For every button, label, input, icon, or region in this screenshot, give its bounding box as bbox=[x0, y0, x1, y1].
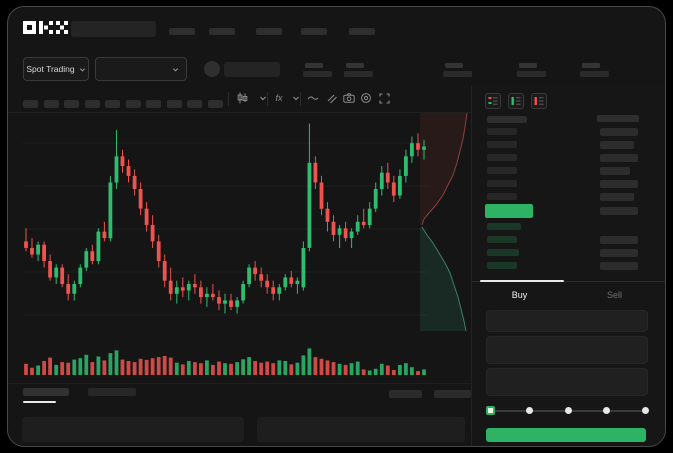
open-orders-panel-placeholder bbox=[22, 417, 244, 442]
bottom-action-placeholder[interactable] bbox=[389, 390, 422, 398]
ask-price-placeholder[interactable] bbox=[487, 141, 517, 148]
chevron-down-icon bbox=[172, 67, 179, 72]
slider-stop[interactable] bbox=[564, 407, 572, 414]
bid-price-placeholder[interactable] bbox=[487, 249, 519, 256]
last-price-highlight bbox=[485, 204, 533, 218]
divider bbox=[8, 383, 471, 384]
book-col-header-placeholder bbox=[597, 115, 639, 122]
candle-style-icon[interactable] bbox=[234, 90, 250, 106]
book-col-header-placeholder bbox=[487, 116, 527, 123]
book-row-amount-placeholder bbox=[600, 154, 638, 162]
token-avatar bbox=[204, 61, 220, 77]
search-placeholder[interactable] bbox=[71, 21, 156, 37]
book-row-amount-placeholder bbox=[600, 193, 634, 201]
trade-tab-sell[interactable]: Sell bbox=[606, 290, 622, 300]
slider-stop[interactable] bbox=[525, 407, 533, 414]
market-stat-placeholder bbox=[344, 63, 373, 77]
book-asks-icon[interactable] bbox=[531, 93, 547, 109]
timeframe-button-placeholder[interactable] bbox=[146, 100, 161, 108]
bid-price-placeholder[interactable] bbox=[487, 236, 517, 243]
depth-chart[interactable] bbox=[420, 112, 471, 332]
chevron-down-icon bbox=[79, 67, 85, 72]
fullscreen-icon[interactable] bbox=[376, 90, 392, 106]
slider-handle[interactable] bbox=[486, 406, 495, 415]
right-panel: Buy Sell bbox=[471, 86, 665, 446]
order-input-placeholder[interactable] bbox=[486, 368, 648, 396]
line-style-icon[interactable] bbox=[305, 90, 321, 106]
market-stat-placeholder bbox=[580, 63, 609, 77]
indicators-icon[interactable]: fx bbox=[275, 93, 283, 103]
nav-item-placeholder[interactable] bbox=[256, 28, 282, 35]
bid-price-placeholder[interactable] bbox=[487, 262, 517, 269]
pair-name-placeholder bbox=[224, 62, 280, 77]
timeframe-button-placeholder[interactable] bbox=[166, 100, 182, 108]
book-row-amount-placeholder bbox=[600, 207, 638, 215]
nav-item-placeholder[interactable] bbox=[209, 28, 235, 35]
candlestick-chart[interactable] bbox=[23, 113, 427, 379]
order-input-placeholder[interactable] bbox=[486, 310, 648, 332]
timeframe-buttons bbox=[23, 95, 228, 113]
history-tab-placeholder[interactable] bbox=[88, 388, 136, 396]
okx-logo[interactable] bbox=[23, 21, 69, 36]
camera-icon[interactable] bbox=[341, 90, 357, 106]
pair-selector[interactable] bbox=[95, 57, 187, 81]
bottom-action-placeholder[interactable] bbox=[434, 390, 471, 398]
market-stat-placeholder bbox=[303, 63, 332, 77]
drawing-tools-icon[interactable] bbox=[323, 90, 339, 106]
bid-price-placeholder[interactable] bbox=[487, 223, 521, 230]
book-combined-icon[interactable] bbox=[485, 93, 501, 109]
order-history-panel-placeholder bbox=[257, 417, 465, 442]
orders-tab-placeholder[interactable] bbox=[23, 388, 69, 396]
settings-icon[interactable] bbox=[358, 90, 374, 106]
app-window: Spot Trading fx bbox=[7, 6, 666, 447]
book-row-amount-placeholder bbox=[600, 128, 638, 136]
market-type-label: Spot Trading bbox=[26, 64, 75, 74]
book-row-amount-placeholder bbox=[600, 167, 630, 175]
slider-stop[interactable] bbox=[603, 407, 611, 414]
timeframe-button-placeholder[interactable] bbox=[105, 100, 120, 108]
buy-submit-button[interactable] bbox=[486, 428, 646, 442]
ask-price-placeholder[interactable] bbox=[487, 193, 517, 200]
book-bids-icon[interactable] bbox=[508, 93, 524, 109]
market-type-selector[interactable]: Spot Trading bbox=[23, 57, 89, 81]
slider-stop[interactable] bbox=[642, 407, 649, 414]
book-row-amount-placeholder bbox=[600, 262, 638, 270]
ask-price-placeholder[interactable] bbox=[487, 128, 517, 135]
order-input-placeholder[interactable] bbox=[486, 336, 648, 364]
timeframe-button-placeholder[interactable] bbox=[125, 100, 141, 108]
book-row-amount-placeholder bbox=[600, 141, 634, 149]
chevron-down-icon[interactable] bbox=[255, 90, 271, 106]
book-row-amount-placeholder bbox=[600, 236, 638, 244]
timeframe-button-placeholder[interactable] bbox=[187, 100, 202, 108]
timeframe-button-placeholder[interactable] bbox=[43, 100, 59, 108]
nav-item-placeholder[interactable] bbox=[301, 28, 327, 35]
market-stat-placeholder bbox=[443, 63, 472, 77]
ask-price-placeholder[interactable] bbox=[487, 154, 517, 161]
chart-toolbar: fx bbox=[8, 89, 471, 113]
timeframe-button-placeholder[interactable] bbox=[207, 100, 223, 108]
book-row-amount-placeholder bbox=[600, 249, 638, 257]
trade-tab-buy[interactable]: Buy bbox=[511, 290, 528, 300]
nav-item-placeholder[interactable] bbox=[349, 28, 375, 35]
ask-price-placeholder[interactable] bbox=[487, 180, 517, 187]
active-trade-tab-indicator bbox=[480, 280, 564, 282]
book-row-amount-placeholder bbox=[600, 180, 638, 188]
timeframe-button-placeholder[interactable] bbox=[84, 100, 100, 108]
market-stat-placeholder bbox=[517, 63, 546, 77]
chevron-down-icon[interactable] bbox=[288, 90, 304, 106]
timeframe-button-placeholder[interactable] bbox=[64, 100, 79, 108]
timeframe-button-placeholder[interactable] bbox=[23, 100, 38, 108]
ask-price-placeholder[interactable] bbox=[487, 167, 517, 174]
nav-item-placeholder[interactable] bbox=[169, 28, 195, 35]
active-tab-indicator bbox=[23, 401, 56, 403]
